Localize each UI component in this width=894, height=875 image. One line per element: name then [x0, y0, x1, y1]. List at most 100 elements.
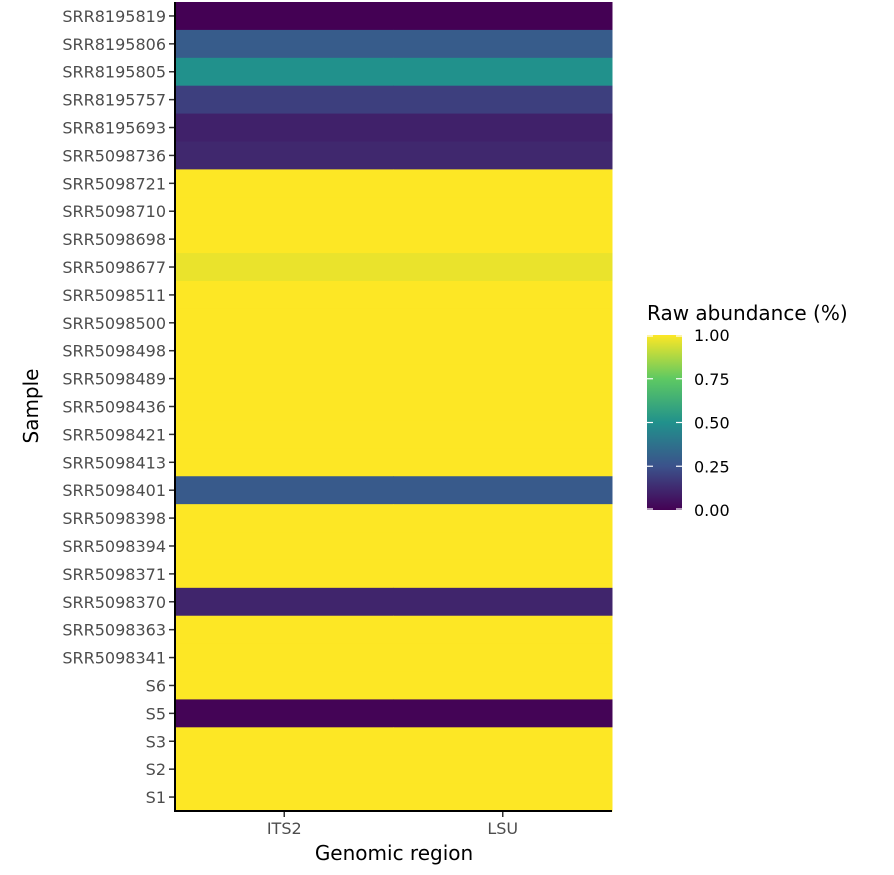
heatmap-cell — [175, 57, 394, 87]
heatmap-cell — [175, 727, 394, 756]
y-tick-label: SRR5098677 — [62, 258, 166, 277]
heatmap-cell — [393, 85, 613, 115]
heatmap-cell — [175, 169, 394, 198]
y-tick-label: SRR8195819 — [62, 7, 166, 26]
legend-tick-label: 0.25 — [694, 457, 730, 476]
legend-tick-label: 0.50 — [694, 414, 730, 433]
heatmap-cell — [393, 197, 613, 226]
heatmap-cell — [393, 420, 613, 449]
heatmap-cell — [393, 671, 613, 700]
y-tick-label: SRR5098394 — [62, 537, 166, 556]
heatmap-cell — [175, 85, 394, 115]
y-tick-label: SRR5098736 — [62, 146, 166, 165]
heatmap-cell — [393, 532, 613, 561]
heatmap-cell — [175, 643, 394, 673]
y-tick-label: SRR5098500 — [62, 314, 166, 333]
y-tick-label: SRR5098498 — [62, 342, 166, 361]
y-tick-label: S1 — [146, 788, 166, 807]
legend-title: Raw abundance (%) — [647, 301, 848, 325]
heatmap-cell — [393, 476, 613, 505]
legend-tick-label: 0.00 — [694, 501, 730, 520]
heatmap-cell — [393, 2, 613, 31]
heatmap-cell — [175, 615, 394, 645]
y-tick-label: SRR5098710 — [62, 202, 166, 221]
heatmap-cell — [175, 308, 394, 338]
heatmap-cell — [393, 504, 613, 533]
heatmap-cell — [175, 392, 394, 421]
heatmap-cell — [175, 476, 394, 505]
y-tick-label: SRR5098341 — [62, 649, 166, 668]
heatmap-cell — [175, 336, 394, 366]
heatmap-cell — [393, 280, 613, 310]
heatmap-cell — [175, 448, 394, 477]
x-tick-label: ITS2 — [267, 819, 302, 838]
y-tick-label: SRR8195805 — [62, 63, 166, 82]
y-tick-label: SRR5098511 — [62, 286, 166, 305]
heatmap-cell — [175, 141, 394, 170]
heatmap-cell — [393, 615, 613, 645]
heatmap-cell — [393, 113, 613, 142]
heatmap-cell — [175, 113, 394, 142]
heatmap-cell — [393, 783, 613, 812]
y-tick-label: SRR8195693 — [62, 119, 166, 138]
heatmap-cell — [393, 699, 613, 728]
heatmap-cells — [175, 2, 613, 812]
heatmap-cell — [175, 29, 394, 59]
heatmap-cell — [175, 253, 394, 282]
x-axis: ITS2 LSU — [267, 811, 518, 838]
heatmap-cell — [175, 280, 394, 310]
y-tick-label: SRR5098413 — [62, 453, 166, 472]
y-tick-label: S6 — [146, 676, 166, 695]
heatmap-cell — [393, 364, 613, 394]
heatmap-cell — [175, 532, 394, 561]
heatmap-cell — [175, 197, 394, 226]
y-tick-label: SRR5098398 — [62, 509, 166, 528]
y-tick-label: SRR5098370 — [62, 593, 166, 612]
y-tick-label: SRR8195757 — [62, 91, 166, 110]
heatmap-cell — [393, 755, 613, 784]
heatmap-cell — [393, 308, 613, 338]
heatmap-cell — [175, 364, 394, 394]
y-tick-label: SRR5098371 — [62, 565, 166, 584]
heatmap-cell — [175, 2, 394, 31]
heatmap-cell — [175, 671, 394, 700]
heatmap-cell — [393, 587, 613, 617]
heatmap-cell — [393, 253, 613, 282]
legend-tick-label: 1.00 — [694, 326, 730, 345]
y-tick-label: SRR5098401 — [62, 481, 166, 500]
heatmap-cell — [393, 336, 613, 366]
y-tick-label: SRR8195806 — [62, 35, 166, 54]
heatmap-cell — [175, 559, 394, 589]
y-tick-label: S3 — [146, 732, 166, 751]
heatmap-cell — [393, 225, 613, 254]
y-axis-title: Sample — [19, 369, 43, 444]
heatmap-cell — [393, 448, 613, 477]
y-axis: SRR8195819 SRR8195806 SRR8195805 SRR8195757… — [62, 7, 175, 807]
legend-tick-label: 0.75 — [694, 370, 730, 389]
y-tick-label: S5 — [146, 704, 166, 723]
y-tick-label: SRR5098363 — [62, 621, 166, 640]
heatmap-cell — [393, 559, 613, 589]
x-axis-title: Genomic region — [315, 841, 473, 865]
heatmap-cell — [393, 29, 613, 59]
y-tick-label: SRR5098698 — [62, 230, 166, 249]
heatmap-cell — [393, 392, 613, 421]
heatmap-cell — [175, 783, 394, 812]
heatmap-cell — [393, 141, 613, 170]
y-tick-label: SRR5098436 — [62, 398, 166, 417]
color-legend: Raw abundance (%) 1.00 0.75 0.50 0.25 0.00 — [647, 301, 848, 520]
y-tick-label: SRR5098489 — [62, 370, 166, 389]
x-tick-label: LSU — [487, 819, 518, 838]
heatmap-cell — [175, 755, 394, 784]
legend-ticks: 1.00 0.75 0.50 0.25 0.00 — [647, 326, 730, 520]
heatmap-cell — [393, 643, 613, 673]
heatmap-cell — [175, 699, 394, 728]
y-tick-label: SRR5098721 — [62, 174, 166, 193]
heatmap-cell — [175, 504, 394, 533]
heatmap-cell — [393, 169, 613, 198]
heatmap-cell — [393, 57, 613, 87]
heatmap-cell — [175, 225, 394, 254]
heatmap-cell — [175, 420, 394, 449]
y-tick-label: S2 — [146, 760, 166, 779]
